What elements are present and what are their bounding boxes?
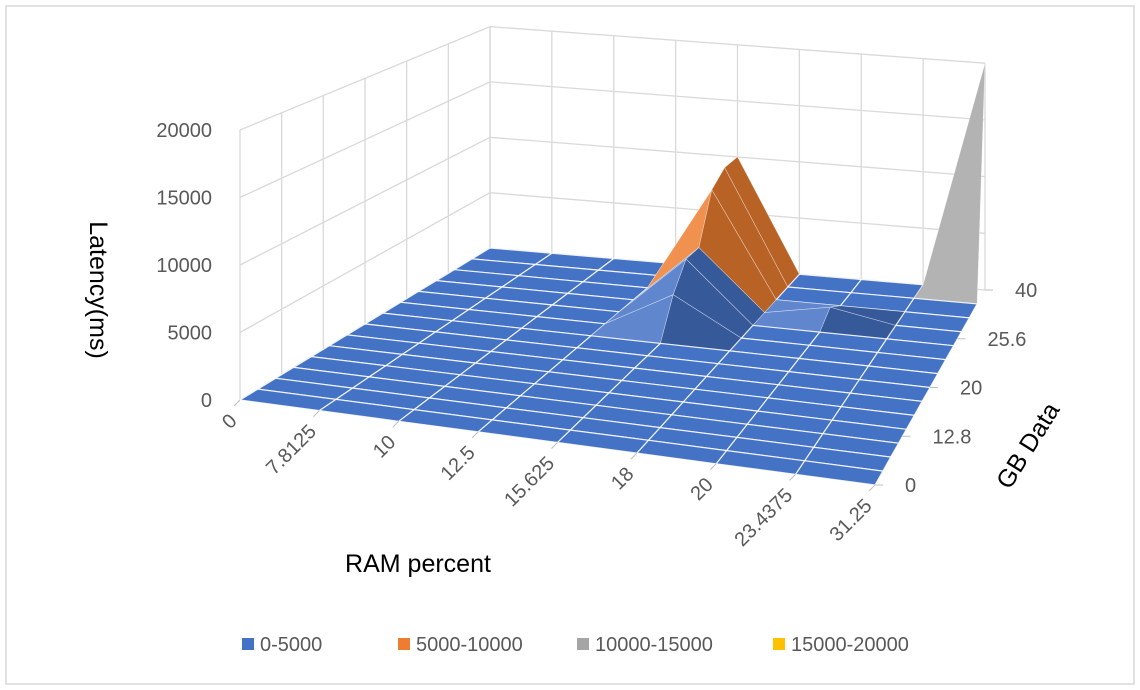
surface-plot — [238, 63, 986, 486]
y-axis-ticks: 0 12.8 20 25.6 40 — [875, 280, 1037, 497]
surface-cell — [794, 460, 884, 486]
legend-label: 10000-15000 — [595, 634, 713, 656]
legend-swatch — [398, 638, 410, 650]
y-tick-label: 40 — [1015, 280, 1037, 302]
legend-swatch — [242, 638, 254, 650]
x-tick-mark — [233, 399, 241, 407]
z-tick-label: 15000 — [156, 188, 212, 210]
z-axis-ticks: 0 5000 10000 15000 20000 — [156, 120, 212, 412]
y-tick-label: 12.8 — [933, 426, 972, 448]
legend-label: 15000-20000 — [791, 634, 909, 656]
y-tick-label: 20 — [960, 378, 982, 400]
x-tick-mark — [313, 410, 320, 417]
legend-swatch — [773, 638, 785, 650]
x-tick-mark — [630, 452, 638, 460]
x-tick-mark — [789, 474, 796, 481]
x-tick-mark — [551, 442, 558, 449]
legend: 0-5000 5000-10000 10000-15000 15000-20000 — [242, 634, 909, 656]
legend-label: 5000-10000 — [416, 634, 523, 656]
z-tick-label: 20000 — [156, 120, 212, 142]
y-tick-label: 25.6 — [988, 329, 1027, 351]
x-tick-mark — [392, 420, 400, 428]
legend-swatch — [577, 638, 589, 650]
legend-label: 0-5000 — [260, 634, 322, 656]
x-axis-title: RAM percent — [345, 550, 491, 578]
z-axis-title: Latency(ms) — [84, 221, 112, 359]
x-tick-mark — [709, 463, 717, 471]
y-tick-label: 0 — [905, 475, 916, 497]
x-tick-mark — [868, 484, 876, 492]
z-tick-label: 5000 — [168, 323, 213, 345]
z-tick-label: 10000 — [156, 255, 212, 277]
z-tick-label: 0 — [201, 390, 212, 412]
x-tick-mark — [471, 431, 479, 439]
